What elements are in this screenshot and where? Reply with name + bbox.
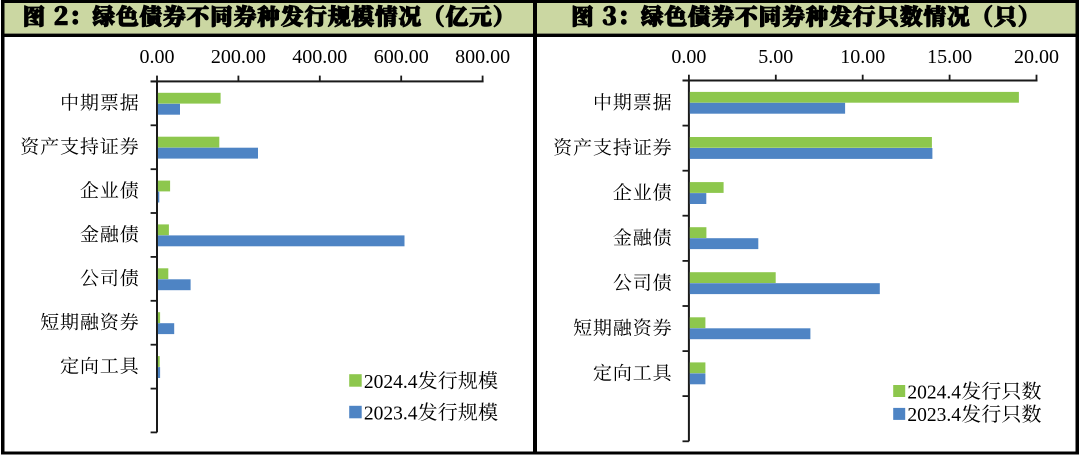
svg-text:600.00: 600.00 — [374, 46, 429, 68]
svg-text:20.00: 20.00 — [1014, 46, 1059, 68]
svg-text:15.00: 15.00 — [927, 46, 972, 68]
svg-text:2024.4: 2024.4 — [907, 382, 961, 403]
svg-text:0.00: 0.00 — [140, 46, 175, 68]
svg-text:200.00: 200.00 — [211, 46, 266, 68]
svg-text:400.00: 400.00 — [292, 46, 347, 68]
svg-text:2023.4: 2023.4 — [364, 403, 418, 424]
svg-text:2024.4: 2024.4 — [364, 372, 418, 393]
svg-text:800.00: 800.00 — [455, 46, 510, 68]
svg-text:10.00: 10.00 — [840, 46, 885, 68]
svg-text:5.00: 5.00 — [758, 46, 793, 68]
svg-text:2023.4: 2023.4 — [907, 405, 961, 426]
svg-text:0.00: 0.00 — [671, 46, 706, 68]
